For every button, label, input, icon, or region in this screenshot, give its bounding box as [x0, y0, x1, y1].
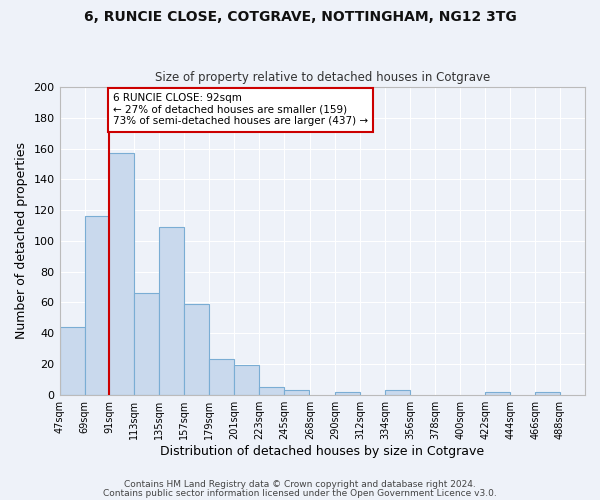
Y-axis label: Number of detached properties: Number of detached properties [15, 142, 28, 340]
Bar [184, 304, 209, 394]
Bar [109, 153, 134, 394]
Bar [284, 390, 309, 394]
Bar [259, 387, 284, 394]
Bar [85, 216, 109, 394]
X-axis label: Distribution of detached houses by size in Cotgrave: Distribution of detached houses by size … [160, 444, 484, 458]
Bar [160, 227, 184, 394]
Bar [235, 366, 259, 394]
Bar [335, 392, 360, 394]
Bar [209, 360, 235, 394]
Bar [385, 390, 410, 394]
Text: 6, RUNCIE CLOSE, COTGRAVE, NOTTINGHAM, NG12 3TG: 6, RUNCIE CLOSE, COTGRAVE, NOTTINGHAM, N… [83, 10, 517, 24]
Bar [134, 293, 160, 394]
Bar [485, 392, 510, 394]
Text: Contains public sector information licensed under the Open Government Licence v3: Contains public sector information licen… [103, 488, 497, 498]
Bar [535, 392, 560, 394]
Title: Size of property relative to detached houses in Cotgrave: Size of property relative to detached ho… [155, 72, 490, 85]
Text: Contains HM Land Registry data © Crown copyright and database right 2024.: Contains HM Land Registry data © Crown c… [124, 480, 476, 489]
Text: 6 RUNCIE CLOSE: 92sqm
← 27% of detached houses are smaller (159)
73% of semi-det: 6 RUNCIE CLOSE: 92sqm ← 27% of detached … [113, 93, 368, 126]
Bar [59, 327, 85, 394]
